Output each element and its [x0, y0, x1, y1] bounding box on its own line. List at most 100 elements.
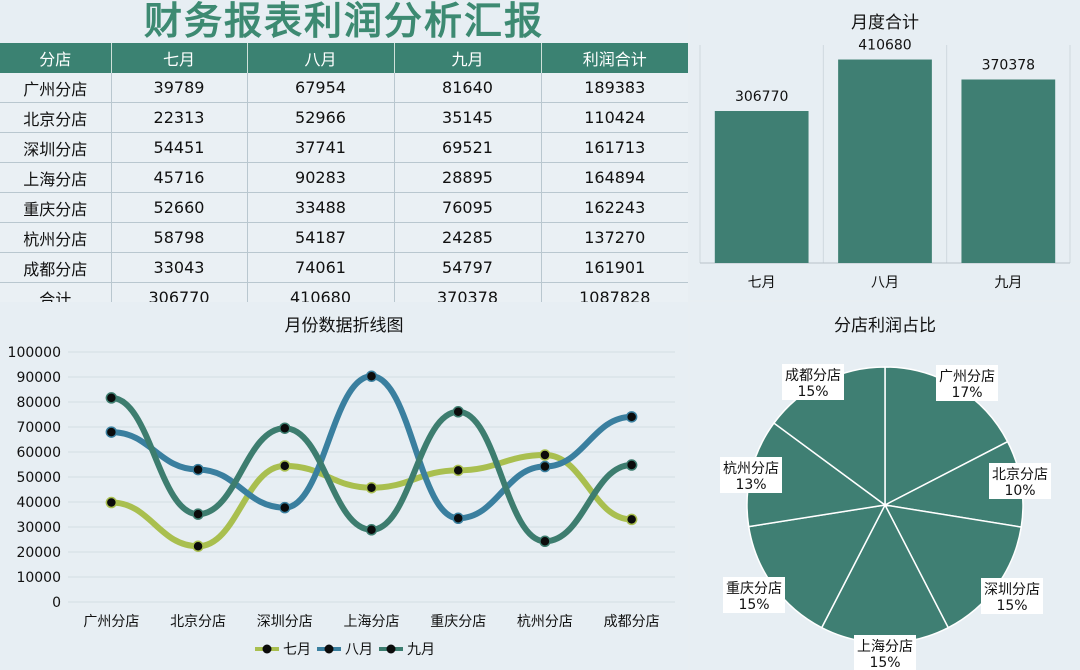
pie-label: 杭州分店	[723, 461, 779, 477]
branch-name-cell: 重庆分店	[0, 192, 112, 223]
value-cell: 164894	[541, 162, 688, 193]
legend-label: 九月	[407, 642, 435, 658]
y-tick-label: 100000	[8, 345, 61, 361]
value-cell: 52660	[111, 192, 248, 223]
column-header: 八月	[247, 43, 395, 73]
table-row: 深圳分店 54451 37741 69521 161713	[0, 132, 688, 163]
series-line	[108, 373, 635, 522]
data-point	[452, 464, 464, 477]
report-table-panel: 财务报表利润分析汇报 分店 七月 八月 九月 利润合计 广州分店 39789 679…	[0, 0, 688, 313]
branch-name-cell: 杭州分店	[0, 222, 112, 253]
line-chart-panel: 月份数据折线图 0 10000 20000 30000 40000 50000 60000 7…	[0, 302, 688, 670]
data-point	[625, 411, 638, 423]
legend-marker	[262, 644, 272, 654]
data-point	[365, 481, 378, 494]
value-cell: 37741	[247, 132, 395, 163]
value-cell: 58798	[111, 222, 248, 253]
chart-title: 月份数据折线图	[284, 316, 404, 336]
x-tick-label: 北京分店	[170, 614, 226, 630]
pie-label-box	[720, 457, 782, 493]
value-cell: 161713	[541, 132, 688, 163]
pie-percent-label: 13%	[735, 477, 766, 493]
value-cell: 52966	[247, 102, 395, 133]
page-title: 财务报表利润分析汇报	[143, 0, 544, 43]
report-table: 分店 七月 八月 九月 利润合计 广州分店 39789 67954 81640 1893…	[0, 43, 688, 313]
pie-label: 成都分店	[785, 368, 841, 384]
branch-name-cell: 广州分店	[0, 73, 112, 103]
legend-marker	[386, 644, 396, 654]
column-header: 七月	[111, 43, 248, 73]
data-point	[539, 449, 551, 461]
data-point	[279, 460, 291, 472]
data-point	[105, 496, 118, 509]
value-cell: 33043	[111, 252, 248, 283]
x-tick-label: 上海分店	[344, 614, 400, 630]
pie-percent-label: 15%	[996, 598, 1027, 614]
pie-label: 北京分店	[992, 467, 1048, 483]
branch-name-cell: 上海分店	[0, 162, 112, 193]
value-cell: 76095	[394, 192, 542, 223]
value-cell: 90283	[247, 162, 395, 193]
data-point	[192, 463, 204, 476]
pie-percent-label: 10%	[1004, 483, 1035, 499]
data-point	[192, 508, 204, 520]
data-point	[452, 406, 464, 418]
data-point	[625, 459, 638, 471]
table-row: 杭州分店 58798 54187 24285 137270	[0, 222, 688, 253]
value-cell: 24285	[394, 222, 542, 253]
tick-label: 七月	[748, 275, 776, 291]
chart-title: 分店利润占比	[834, 316, 936, 336]
data-point	[279, 422, 291, 434]
pie-percent-label: 15%	[797, 384, 828, 400]
pie-label-box	[782, 364, 844, 400]
line-chart-svg: 0 10000 20000 30000 40000 50000 60000 70000 8000…	[8, 345, 675, 658]
x-tick-label: 成都分店	[604, 614, 660, 630]
x-tick-label: 广州分店	[83, 614, 139, 630]
pie-label-box	[981, 578, 1043, 614]
value-cell: 189383	[541, 73, 688, 103]
y-tick-label: 40000	[16, 495, 61, 511]
bar-chart-svg: 306770 七月 410680 八月 370378 九月	[699, 38, 1071, 291]
value-cell: 39789	[111, 73, 248, 103]
data-label: 410680	[858, 38, 911, 54]
data-point	[452, 512, 464, 525]
value-cell: 69521	[394, 132, 542, 163]
pie-label: 广州分店	[939, 369, 995, 385]
y-tick-label: 50000	[16, 470, 61, 486]
data-point	[539, 460, 551, 473]
pie-label: 重庆分店	[726, 581, 782, 597]
y-tick-label: 80000	[16, 395, 61, 411]
y-tick-label: 30000	[16, 520, 61, 536]
pie-label-box	[989, 463, 1051, 499]
y-tick-label: 0	[52, 595, 61, 611]
data-point	[625, 513, 638, 526]
column-header: 利润合计	[541, 43, 688, 73]
data-point	[279, 501, 291, 514]
tick-label: 八月	[871, 275, 899, 291]
tick-label: 九月	[994, 275, 1022, 291]
y-tick-label: 60000	[16, 445, 61, 461]
value-cell: 22313	[111, 102, 248, 133]
table-row: 重庆分店 52660 33488 76095 162243	[0, 192, 688, 223]
value-cell: 54451	[111, 132, 248, 163]
value-cell: 67954	[247, 73, 395, 103]
pie-chart-svg: 广州分店17%北京分店10%深圳分店15%上海分店15%重庆分店15%杭州分店1…	[720, 364, 1051, 670]
value-cell: 81640	[394, 73, 542, 103]
pie-label-box	[936, 365, 998, 401]
value-cell: 45716	[111, 162, 248, 193]
data-point	[539, 535, 551, 548]
pie-label-box	[723, 577, 785, 613]
branch-name-cell: 成都分店	[0, 252, 112, 283]
bar	[714, 111, 809, 264]
value-cell: 162243	[541, 192, 688, 223]
data-point	[105, 392, 118, 404]
table-row: 北京分店 22313 52966 35145 110424	[0, 102, 688, 133]
chart-title: 月度合计	[851, 13, 919, 33]
legend-marker	[324, 644, 334, 654]
value-cell: 35145	[394, 102, 542, 133]
pie-label-box	[854, 635, 916, 670]
pie-percent-label: 15%	[738, 597, 769, 613]
data-point	[192, 540, 204, 552]
x-tick-label: 重庆分店	[430, 614, 486, 630]
y-tick-label: 20000	[16, 545, 61, 561]
